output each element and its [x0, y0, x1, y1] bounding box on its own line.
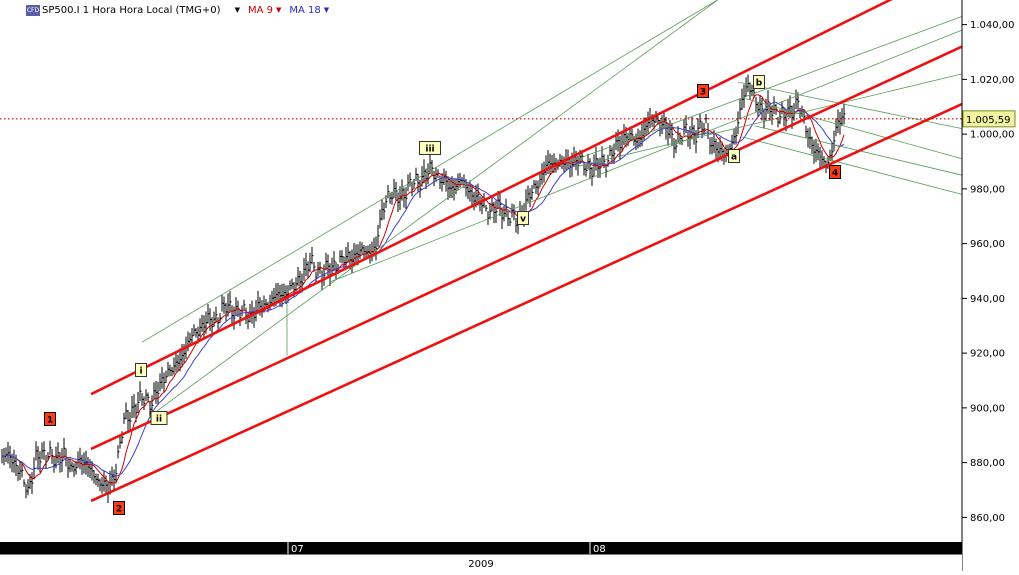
ma18-line [1, 101, 845, 477]
wave-label: ii [156, 415, 162, 425]
wave-label-box [113, 501, 125, 515]
x-tick-label: 08 [593, 544, 606, 555]
wave-label: 1 [47, 416, 53, 426]
channel-line [90, 102, 963, 503]
fan-line [329, 29, 963, 283]
fan-line [744, 98, 963, 160]
wave-label-box [517, 211, 529, 225]
wave-label: v [520, 215, 526, 225]
wave-label: 4 [832, 169, 838, 179]
fan-line [577, 16, 963, 160]
moving-averages [1, 94, 845, 484]
year-label: 2009 [468, 559, 493, 570]
fan-line [149, 0, 719, 417]
y-tick-label: 1.020,00 [970, 75, 1015, 86]
y-tick-label: 940,00 [970, 294, 1005, 305]
wave-label: iii [425, 145, 434, 155]
wave-label: i [139, 367, 142, 377]
year-axis-band [0, 554, 962, 571]
wave-label-box [150, 411, 168, 425]
y-tick-label: 880,00 [970, 458, 1005, 469]
ma9-line [1, 94, 845, 484]
fan-line [574, 73, 963, 168]
wave-label-box [419, 141, 441, 155]
y-tick-label: 980,00 [970, 184, 1005, 195]
channel-line [90, 45, 963, 451]
plot-area[interactable] [0, 0, 962, 542]
wave-label: a [731, 153, 737, 163]
trend-lines: 1.005,59 [0, 0, 1016, 503]
ma18-dropdown-icon[interactable]: ▼ [323, 6, 330, 14]
symbol-dropdown-icon[interactable]: ▼ [234, 6, 240, 14]
wave-label: b [756, 79, 763, 89]
x-tick-label: 07 [291, 544, 304, 555]
wave-label-box [753, 75, 765, 89]
last-price-label: 1.005,59 [966, 115, 1011, 126]
last-price-badge [962, 110, 1016, 128]
cfd-logo-icon: CFD [26, 4, 40, 16]
wave-label: 2 [116, 505, 122, 515]
y-tick-label: 900,00 [970, 403, 1005, 414]
ma18-label[interactable]: MA 18 [289, 4, 321, 16]
x-axis-band [0, 542, 962, 554]
y-tick-label: 960,00 [970, 239, 1005, 250]
y-tick-label: 860,00 [970, 513, 1005, 524]
fan-line [741, 136, 963, 195]
wave-label-box [44, 412, 56, 426]
chart-header: CFD SP500.I 1 Hora Hora Local (TMG+0) ▼ … [26, 3, 329, 17]
fan-line [141, 0, 719, 343]
y-tick-label: 1.040,00 [970, 20, 1015, 31]
y-tick-label: 1.000,00 [970, 130, 1015, 141]
channel-line [90, 0, 893, 396]
ma9-label[interactable]: MA 9 [247, 4, 273, 16]
wave-label-box [135, 363, 147, 377]
wave-label-box [829, 165, 841, 179]
wave-label-box [728, 149, 740, 163]
wave-label: 3 [700, 88, 706, 98]
ma9-dropdown-icon[interactable]: ▼ [275, 6, 282, 14]
symbol-title[interactable]: SP500.I 1 Hora Hora Local (TMG+0) [42, 4, 221, 16]
wave-label-box [697, 84, 709, 98]
y-tick-label: 920,00 [970, 349, 1005, 360]
